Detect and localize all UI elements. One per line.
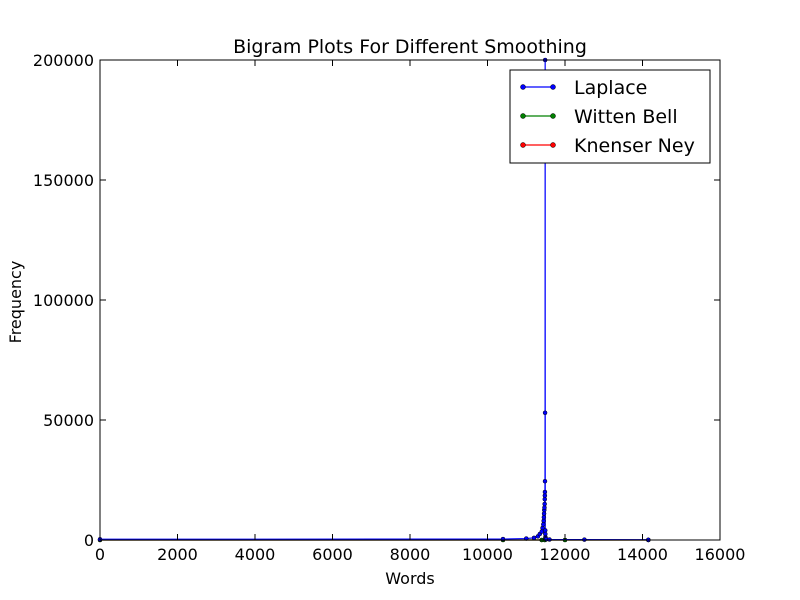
x-tick-label-5: 10000 xyxy=(462,545,513,564)
chart-title: Bigram Plots For Different Smoothing xyxy=(233,36,587,58)
legend-marker-end-0 xyxy=(550,84,556,90)
legend-label-0: Laplace xyxy=(574,77,647,99)
x-axis-label: Words xyxy=(385,569,434,588)
y-tick-label-4: 200000 xyxy=(33,51,94,70)
x-tick-label-4: 8000 xyxy=(390,545,431,564)
series-0-point-18 xyxy=(542,478,548,484)
legend-label-1: Witten Bell xyxy=(574,106,678,128)
legend: Laplace Witten Bell Knenser Ney xyxy=(509,69,711,164)
series-0-point-3 xyxy=(531,535,537,541)
legend-marker-start-1 xyxy=(520,113,526,119)
x-tick-label-2: 4000 xyxy=(235,545,276,564)
series-0-point-14 xyxy=(542,501,547,507)
x-tick-label-6: 12000 xyxy=(540,545,591,564)
y-axis: 0 50000 100000 150000 200000 xyxy=(33,51,720,550)
legend-marker-end-2 xyxy=(550,142,556,148)
series-0-point-17 xyxy=(542,489,548,495)
y-axis-label: Frequency xyxy=(6,261,25,344)
x-tick-label-8: 16000 xyxy=(695,545,746,564)
x-tick-label-1: 2000 xyxy=(157,545,198,564)
y-tick-label-3: 150000 xyxy=(33,171,94,190)
y-tick-label-0: 0 xyxy=(84,531,94,550)
y-tick-label-2: 100000 xyxy=(33,291,94,310)
x-tick-label-3: 6000 xyxy=(312,545,353,564)
series-0-point-19 xyxy=(542,410,548,416)
legend-marker-start-2 xyxy=(520,142,526,148)
x-axis: 0 2000 4000 6000 8000 10000 12000 14000 16000 xyxy=(95,60,746,564)
x-tick-label-7: 14000 xyxy=(617,545,668,564)
x-tick-label-0: 0 xyxy=(95,545,105,564)
y-tick-label-1: 50000 xyxy=(43,411,94,430)
legend-marker-end-1 xyxy=(550,113,556,119)
legend-marker-start-0 xyxy=(520,84,526,90)
legend-label-2: Knenser Ney xyxy=(574,135,695,157)
